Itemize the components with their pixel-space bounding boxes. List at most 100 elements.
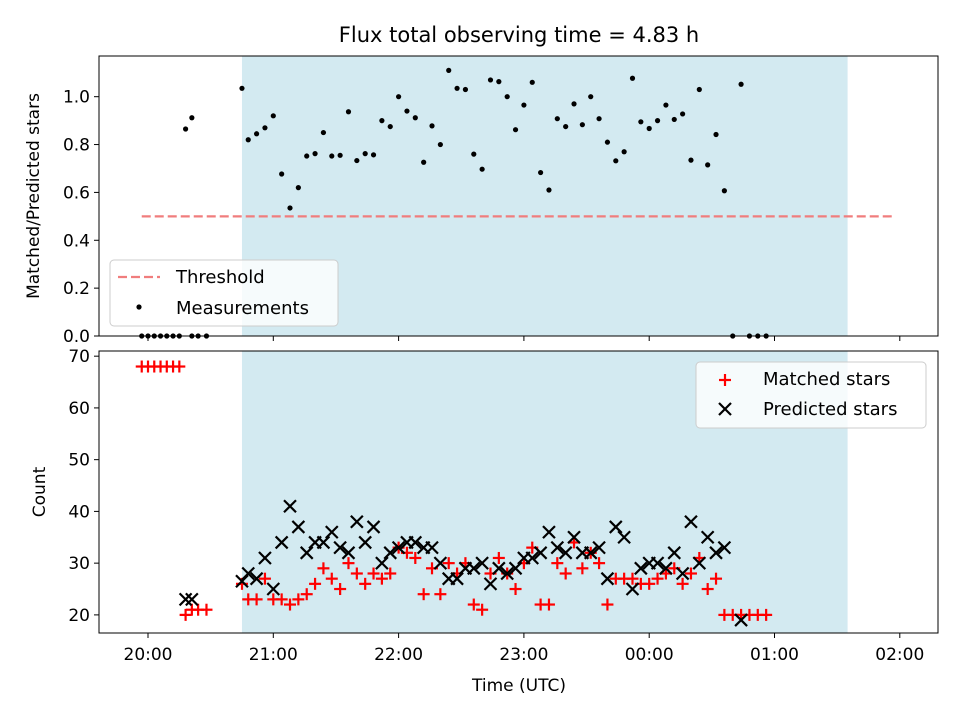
- predicted-star-point: [734, 613, 748, 627]
- predicted-star-point: [467, 561, 481, 576]
- bottom-legend-box: [695, 361, 927, 429]
- measurement-point: [396, 94, 402, 100]
- measurement-point: [487, 77, 494, 83]
- measurement-point: [262, 125, 268, 131]
- predicted-star-point: [692, 556, 707, 570]
- matched-star-point: [576, 562, 589, 575]
- bottom-y-axis: 20 30 40 50 60 70: [68, 347, 99, 626]
- predicted-star-point: [709, 546, 723, 560]
- measurement-point: [454, 85, 460, 91]
- predicted-star-point: [650, 556, 665, 570]
- measurement-point: [437, 141, 443, 148]
- measurement-point: [429, 123, 435, 129]
- measurement-point: [654, 118, 661, 124]
- measurement-point: [446, 67, 452, 73]
- measurement-point: [596, 116, 602, 122]
- measurement-point: [538, 169, 544, 176]
- matched-star-point: [300, 588, 313, 601]
- predicted-star-point: [333, 540, 347, 555]
- matched-star-point: [334, 583, 347, 596]
- xtick-label: 23:00: [499, 645, 548, 665]
- measurement-point: [646, 125, 652, 132]
- observing-span-top: [241, 56, 848, 336]
- matched-star-point: [559, 567, 572, 580]
- matched-star-point: [359, 577, 372, 590]
- predicted-star-point: [258, 551, 272, 565]
- measurement-point: [529, 79, 535, 85]
- xtick-label: 20:00: [124, 645, 173, 665]
- measurement-point: [337, 152, 343, 158]
- measurement-point: [329, 153, 335, 159]
- matched-star-point: [626, 572, 639, 585]
- predicted-star-point: [350, 514, 364, 529]
- xtick-label: 00:00: [625, 645, 674, 665]
- predicted-star-point: [667, 546, 682, 560]
- top-legend: Threshold Measurements: [109, 259, 339, 327]
- measurement-point: [579, 122, 585, 128]
- measurement-point: [462, 86, 469, 93]
- measurement-point: [245, 137, 251, 143]
- bottom-legend: Matched stars Predicted stars: [695, 361, 927, 429]
- top-legend-box: [109, 259, 339, 327]
- measurement-point: [279, 171, 285, 177]
- matched-star-point: [179, 608, 192, 621]
- matched-star-point: [417, 588, 430, 601]
- legend-measurements-label: Measurements: [176, 298, 309, 319]
- predicted-star-point: [316, 535, 331, 550]
- matched-star-point: [375, 572, 388, 585]
- predicted-star-point: [391, 540, 406, 555]
- bottom-ytick-label: 30: [68, 554, 90, 574]
- top-y-axis: 0.0 0.2 0.4 0.6 0.8 1.0: [63, 88, 99, 347]
- top-ytick-label: 0.4: [63, 231, 90, 251]
- measurement-point: [312, 151, 318, 157]
- predicted-star-point: [425, 540, 439, 555]
- predicted-star-point: [450, 571, 464, 586]
- predicted-star-point: [358, 535, 372, 550]
- measurement-point: [621, 149, 627, 155]
- measurement-point: [345, 109, 352, 115]
- measurement-point: [696, 86, 702, 93]
- matched-star-point: [476, 603, 489, 616]
- measurement-point: [638, 119, 644, 125]
- predicted-star-point: [291, 520, 306, 534]
- bottom-ytick-label: 40: [68, 502, 90, 522]
- measurement-point: [320, 129, 327, 136]
- measurement-point: [688, 157, 694, 163]
- matched-star-point: [760, 608, 773, 621]
- measurement-point: [629, 75, 636, 81]
- measurement-point: [362, 151, 368, 157]
- measurement-point: [370, 152, 377, 158]
- matched-star-point: [317, 562, 330, 575]
- legend-matched-label: Matched stars: [763, 369, 890, 390]
- measurement-point: [546, 187, 552, 193]
- predicted-star-point: [675, 566, 690, 581]
- predicted-star-point: [324, 525, 339, 539]
- measurement-point: [554, 116, 560, 122]
- predicted-stars-series: [178, 499, 748, 627]
- matched-star-point: [258, 572, 271, 585]
- measurement-point: [705, 162, 711, 168]
- predicted-star-point: [583, 546, 598, 560]
- top-ytick-label: 0.0: [63, 327, 90, 347]
- measurement-point: [671, 116, 677, 123]
- predicted-star-point: [550, 540, 565, 555]
- legend-measurements-swatch: [136, 304, 142, 310]
- matched-star-point: [173, 360, 186, 373]
- predicted-star-point: [366, 520, 381, 534]
- predicted-star-point: [542, 525, 556, 539]
- matched-star-point: [342, 557, 355, 570]
- xtick-label: 21:00: [249, 645, 298, 665]
- bottom-ytick-label: 70: [68, 347, 90, 367]
- predicted-star-point: [375, 556, 389, 570]
- predicted-star-point: [508, 561, 523, 576]
- measurement-point: [379, 118, 385, 124]
- matched-star-point: [350, 567, 363, 580]
- matched-star-point: [325, 572, 338, 585]
- bottom-panel: 20 30 40 50 60 70 20:00 21:00 22:00 23:00 00:00 01…: [30, 336, 939, 696]
- measurement-point: [721, 188, 727, 194]
- measurement-point: [287, 205, 293, 211]
- measurement-point: [404, 108, 410, 114]
- matched-star-point: [434, 588, 447, 601]
- predicted-star-point: [492, 561, 506, 576]
- predicted-star-point: [383, 546, 398, 560]
